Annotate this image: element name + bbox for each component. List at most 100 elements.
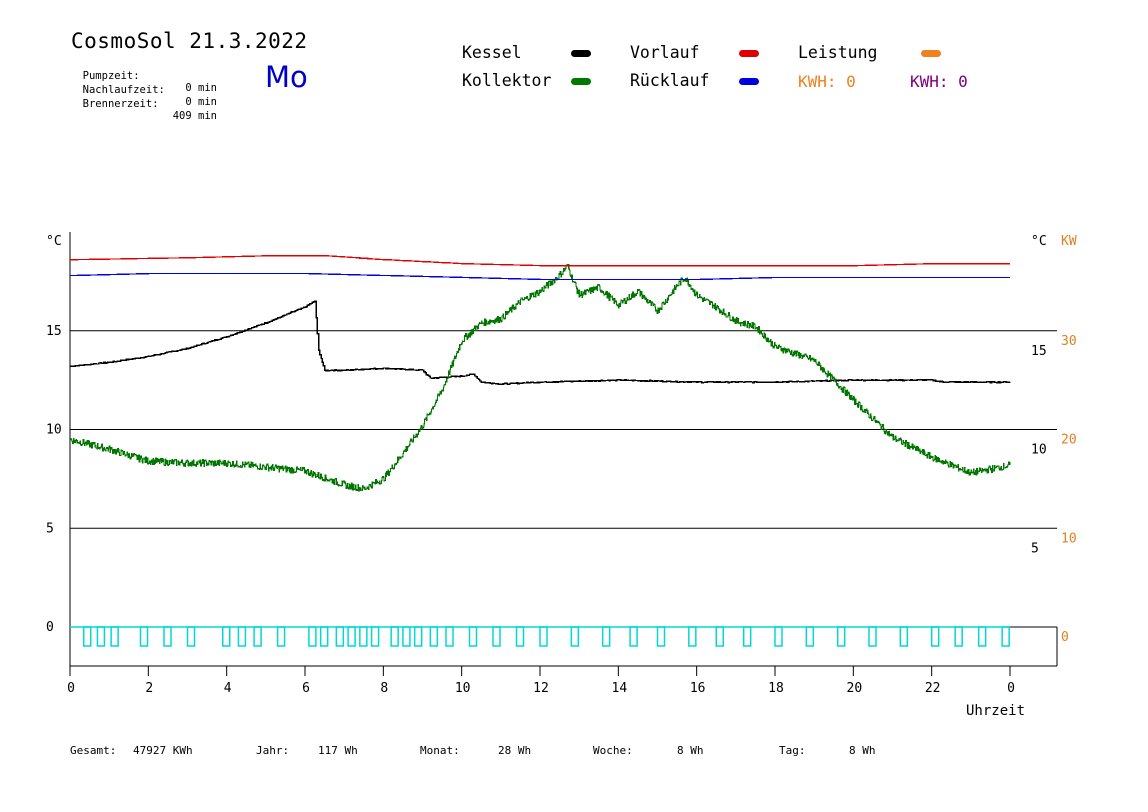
pump-pulse [899, 626, 909, 647]
kwh-purple: KWH: 0 [910, 72, 968, 91]
legend-kollektor-label: Kollektor [462, 71, 552, 90]
y-tick-label-right-kw: 10 [1061, 531, 1077, 546]
pump-pulse [492, 626, 501, 647]
kwh-orange: KWH: 0 [798, 72, 856, 91]
pump-pulse [413, 626, 423, 647]
y-tick-label-left: 15 [46, 324, 62, 339]
x-tick-label: 10 [455, 681, 471, 696]
pump-pulse [370, 626, 380, 647]
stat-label: Pumpzeit: [82, 70, 140, 82]
footer-woche-label: Woche: [593, 744, 633, 757]
right-unit-kw-label: KW [1061, 234, 1077, 249]
legend-leistung-label: Leistung [798, 43, 878, 62]
y-tick-label-right-c: 15 [1031, 344, 1047, 359]
x-tick-label: 12 [533, 681, 549, 696]
stat-label: Nachlaufzeit: [82, 84, 165, 96]
x-tick-label: 14 [612, 681, 628, 696]
pump-pulse [515, 626, 525, 647]
footer-gesamt-label: Gesamt: [70, 744, 117, 757]
pump-pulse [570, 626, 580, 647]
footer-tag-label: Tag: [779, 744, 806, 757]
pump-pulse [222, 626, 231, 647]
pump-pulse [468, 626, 478, 647]
legend-leistung-swatch [921, 50, 941, 57]
pump-pulse [930, 626, 940, 647]
footer-gesamt-value: 47927 KWh [133, 744, 193, 757]
x-tick-label: 0 [67, 681, 75, 696]
pump-pulse [429, 626, 439, 647]
footer-jahr-value: 117 Wh [318, 744, 358, 757]
x-tick-label: 8 [380, 681, 388, 696]
pump-pulse [308, 626, 317, 647]
footer-monat-label: Monat: [420, 744, 460, 757]
y-tick-label-left: 5 [46, 521, 54, 536]
y-tick-label-left: 10 [46, 423, 62, 438]
right-unit-c-label: °C [1031, 234, 1047, 249]
pump-pulse [347, 626, 356, 647]
y-tick-label-right-kw: 20 [1061, 433, 1077, 448]
pump-pulse [237, 626, 247, 647]
pump-pulse [82, 626, 92, 647]
pump-pulse [139, 626, 149, 647]
pump-pulse [359, 626, 368, 647]
x-tick-label: 20 [847, 681, 863, 696]
series-line [70, 272, 1010, 281]
x-tick-label: 4 [224, 681, 232, 696]
pump-pulse [253, 626, 262, 647]
pump-pulse [163, 626, 172, 647]
pump-pulse [319, 626, 329, 647]
pump-pulse [688, 626, 697, 647]
legend-ruecklauf-label: Rücklauf [630, 71, 710, 90]
left-unit-label: °C [46, 234, 62, 249]
series-line [70, 300, 1011, 385]
day-of-week: Mo [265, 60, 308, 94]
legend-kessel-label: Kessel [462, 43, 522, 62]
footer-jahr-label: Jahr: [256, 744, 290, 757]
footer-tag-value: 8 Wh [849, 744, 876, 757]
legend-vorlauf-label: Vorlauf [630, 43, 700, 62]
y-tick-label-right-kw: 30 [1061, 334, 1077, 349]
y-tick-label-left: 0 [46, 620, 54, 635]
pump-pulse [539, 626, 548, 647]
pump-pulse [390, 626, 399, 647]
stat-label: Brennerzeit: [82, 98, 159, 110]
page-title: CosmoSol 21.3.2022 [71, 29, 308, 53]
stat-value: 0 min [185, 82, 217, 94]
x-tick-label: 22 [925, 681, 941, 696]
footer-monat-value: 28 Wh [498, 744, 532, 757]
y-tick-label-right-c: 10 [1031, 443, 1047, 458]
pump-pulse [335, 626, 345, 647]
pump-pulse [402, 626, 411, 647]
pump-pulse [805, 626, 815, 647]
legend-kollektor-swatch [571, 78, 591, 85]
legend-vorlauf-swatch [739, 50, 759, 57]
pump-pulse [601, 626, 611, 647]
stat-nachlaufzeit: Nachlaufzeit: 0 min [70, 72, 217, 108]
footer-woche-value: 8 Wh [677, 744, 704, 757]
series-line [70, 255, 1010, 267]
pump-pulse [742, 626, 752, 647]
series-line [70, 263, 1011, 492]
x-tick-label: 16 [690, 681, 706, 696]
stat-value: 409 min [172, 110, 217, 122]
pump-pulse [715, 626, 724, 647]
pump-pulse [656, 626, 666, 647]
pump-pulse [96, 626, 106, 647]
stat-value: 0 min [185, 96, 217, 108]
pump-pulse [1001, 626, 1010, 647]
legend-ruecklauf-swatch [739, 78, 759, 85]
legend-kessel-swatch [571, 50, 591, 57]
x-tick-label: 2 [145, 681, 153, 696]
pump-pulse [629, 626, 638, 647]
stat-brennerzeit: Brennerzeit: 409 min [70, 86, 217, 122]
pump-pulse [186, 626, 196, 647]
pump-pulse [774, 626, 783, 647]
x-tick-label: 18 [768, 681, 784, 696]
x-tick-label: 6 [302, 681, 310, 696]
pump-pulse [868, 626, 877, 647]
stat-pumpzeit: Pumpzeit: 0 min [70, 58, 217, 94]
pump-pulse [110, 626, 119, 647]
x-tick-label: 0 [1007, 681, 1015, 696]
x-axis-label: Uhrzeit [966, 703, 1025, 719]
